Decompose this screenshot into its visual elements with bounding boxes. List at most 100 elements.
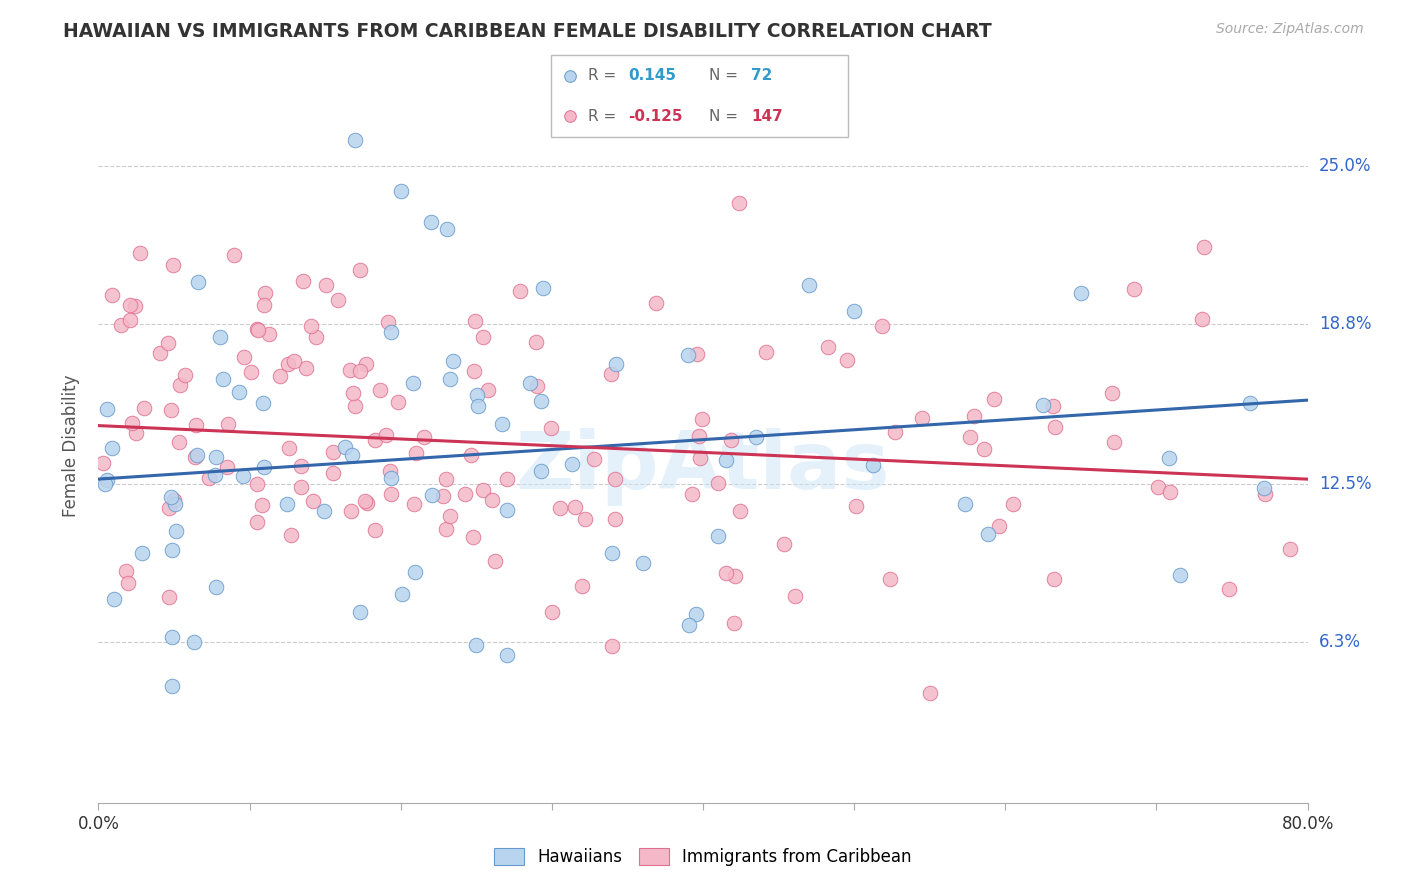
Point: [391, 587, 413, 601]
Point: [509, 284, 531, 298]
Point: [125, 425, 148, 440]
Point: [184, 450, 207, 464]
Point: [463, 530, 485, 544]
Point: [377, 315, 399, 329]
Legend: Hawaiians, Immigrants from Caribbean: Hawaiians, Immigrants from Caribbean: [488, 841, 918, 873]
Text: 147: 147: [751, 109, 783, 124]
Point: [349, 263, 371, 277]
Text: N =: N =: [709, 109, 742, 124]
Point: [1147, 480, 1170, 494]
Point: [205, 450, 228, 464]
Point: [471, 483, 494, 498]
Point: [884, 425, 907, 440]
Point: [1159, 450, 1181, 465]
Text: -0.125: -0.125: [628, 109, 683, 124]
Point: [205, 580, 228, 594]
Point: [439, 372, 461, 386]
Point: [157, 336, 180, 351]
Point: [413, 430, 436, 444]
Point: [1032, 398, 1054, 412]
Text: ZipAtlas: ZipAtlas: [516, 428, 890, 507]
Point: [364, 523, 387, 537]
Point: [353, 493, 375, 508]
Text: 12.5%: 12.5%: [1319, 475, 1371, 493]
Point: [110, 318, 132, 333]
Point: [233, 350, 256, 364]
Point: [375, 428, 398, 442]
Point: [689, 450, 711, 465]
Point: [495, 472, 517, 486]
Point: [277, 441, 299, 455]
Point: [368, 383, 391, 397]
Point: [723, 615, 745, 630]
Point: [342, 448, 364, 462]
Point: [340, 503, 363, 517]
Point: [354, 358, 377, 372]
Point: [404, 566, 426, 580]
Point: [162, 630, 184, 644]
Point: [685, 607, 707, 621]
Point: [280, 528, 302, 542]
Point: [1278, 541, 1301, 556]
Point: [295, 360, 318, 375]
Point: [574, 512, 596, 526]
Point: [217, 417, 239, 431]
Point: [983, 392, 1005, 406]
Point: [246, 322, 269, 336]
Point: [245, 516, 267, 530]
Point: [688, 428, 710, 442]
Point: [561, 458, 583, 472]
Text: 18.8%: 18.8%: [1319, 315, 1371, 333]
Point: [204, 468, 226, 483]
Point: [558, 109, 581, 123]
Point: [184, 418, 207, 433]
Point: [955, 497, 977, 511]
Point: [454, 487, 477, 501]
Point: [149, 345, 172, 359]
Point: [434, 522, 457, 536]
Point: [232, 468, 254, 483]
Point: [1194, 240, 1216, 254]
Point: [211, 372, 233, 386]
Point: [1159, 485, 1181, 500]
Point: [564, 500, 586, 515]
Point: [124, 299, 146, 313]
Point: [1102, 435, 1125, 450]
Point: [344, 399, 367, 413]
Point: [364, 433, 387, 447]
Point: [378, 464, 401, 478]
Point: [730, 504, 752, 518]
Point: [283, 354, 305, 368]
Point: [312, 504, 335, 518]
Point: [526, 379, 548, 393]
Point: [160, 403, 183, 417]
Point: [277, 357, 299, 371]
Point: [631, 556, 654, 570]
Text: HAWAIIAN VS IMMIGRANTS FROM CARIBBEAN FEMALE DISABILITY CORRELATION CHART: HAWAIIAN VS IMMIGRANTS FROM CARIBBEAN FE…: [63, 22, 993, 41]
Point: [524, 334, 547, 349]
Point: [250, 498, 273, 512]
Point: [217, 459, 239, 474]
Point: [676, 348, 699, 362]
Point: [165, 524, 187, 539]
Y-axis label: Female Disability: Female Disability: [62, 375, 80, 517]
Point: [402, 376, 425, 391]
Point: [292, 274, 315, 288]
Point: [918, 686, 941, 700]
Point: [117, 576, 139, 591]
Point: [328, 293, 350, 308]
Point: [720, 433, 742, 447]
Point: [162, 259, 184, 273]
Point: [96, 473, 118, 487]
Point: [224, 248, 246, 262]
Point: [118, 298, 141, 312]
Point: [165, 497, 187, 511]
Point: [463, 364, 485, 378]
Point: [603, 512, 626, 526]
Point: [963, 409, 986, 424]
Point: [879, 572, 901, 586]
Text: 72: 72: [751, 68, 772, 83]
Point: [91, 456, 114, 470]
Point: [605, 472, 627, 486]
Point: [977, 526, 1000, 541]
